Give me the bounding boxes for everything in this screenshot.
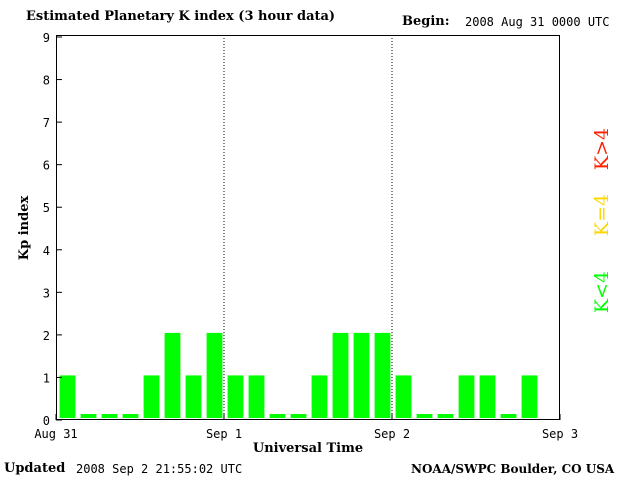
y-tick-label-2: 2 <box>43 329 50 343</box>
updated-label: Updated <box>4 461 66 476</box>
y-tick-label-6: 6 <box>43 159 50 173</box>
bar-20 <box>479 375 496 418</box>
bar-18 <box>437 414 454 418</box>
bar-5 <box>164 332 181 418</box>
plot-frame <box>56 35 560 420</box>
x-axis-label: Universal Time <box>253 441 363 456</box>
x-axis: Aug 31 Sep 1 Sep 2 Sep 3 <box>34 414 578 441</box>
bar-16 <box>395 375 412 418</box>
begin-label: Begin: <box>402 14 450 29</box>
x-tick-label-3: Sep 3 <box>542 427 578 441</box>
bar-13 <box>332 332 349 418</box>
bar-17 <box>416 414 433 418</box>
y-tick-label-7: 7 <box>43 116 50 130</box>
begin-value: 2008 Aug 31 0000 UTC <box>465 15 610 29</box>
bar-14 <box>353 332 370 418</box>
bar-9 <box>248 375 265 418</box>
x-tick-label-1: Sep 1 <box>206 427 242 441</box>
bar-4 <box>143 375 160 418</box>
bar-11 <box>290 414 307 418</box>
y-tick-label-8: 8 <box>43 74 50 88</box>
legend: K<4 K=4 K>4 <box>591 128 613 313</box>
bar-10 <box>269 414 286 418</box>
bar-21 <box>500 414 517 418</box>
y-tick-label-9: 9 <box>43 31 50 45</box>
bar-22 <box>521 375 538 418</box>
legend-item-0: K<4 <box>591 271 613 313</box>
legend-item-1: K=4 <box>591 194 613 236</box>
bar-12 <box>311 375 328 418</box>
updated-value: 2008 Sep 2 21:55:02 UTC <box>76 462 243 476</box>
day-dividers <box>223 35 393 420</box>
bar-6 <box>185 375 202 418</box>
bar-2 <box>101 414 118 418</box>
bar-8 <box>227 375 244 418</box>
legend-item-2: K>4 <box>591 128 613 170</box>
y-tick-label-0: 0 <box>43 414 50 428</box>
bar-3 <box>122 414 139 418</box>
bars-group <box>59 332 538 418</box>
y-tick-label-4: 4 <box>43 244 50 258</box>
bar-15 <box>374 332 391 418</box>
bar-1 <box>80 414 97 418</box>
x-tick-label-2: Sep 2 <box>374 427 410 441</box>
credit-text: NOAA/SWPC Boulder, CO USA <box>411 462 615 476</box>
bar-7 <box>206 332 223 418</box>
y-tick-label-3: 3 <box>43 286 50 300</box>
x-tick-label-0: Aug 31 <box>34 427 77 441</box>
chart-title: Estimated Planetary K index (3 hour data… <box>26 9 336 24</box>
y-tick-label-5: 5 <box>43 201 50 215</box>
y-axis-label: Kp index <box>17 196 32 261</box>
y-axis: 0 1 2 3 4 5 6 7 8 9 <box>43 31 62 428</box>
y-tick-label-1: 1 <box>43 371 50 385</box>
bar-19 <box>458 375 475 418</box>
bar-0 <box>59 375 76 418</box>
